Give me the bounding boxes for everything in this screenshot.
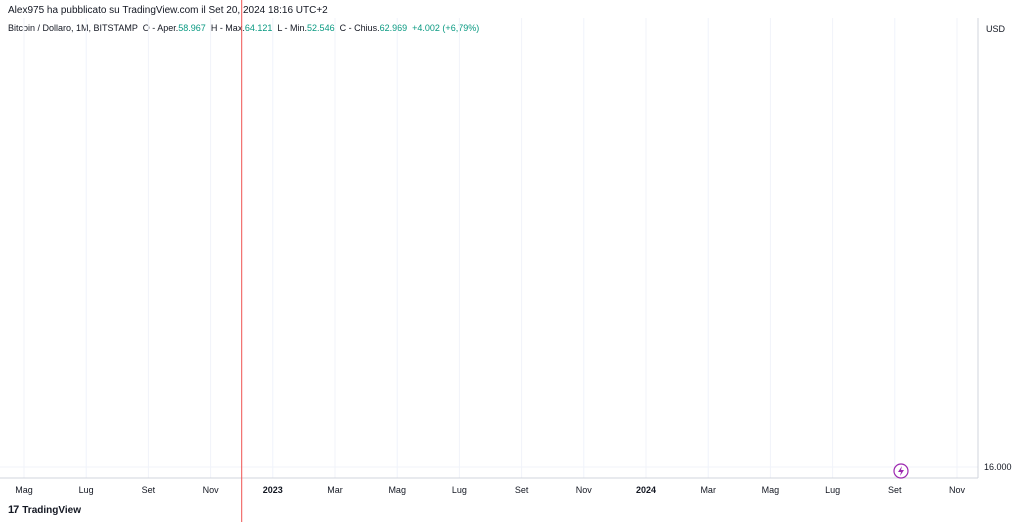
ohlc-legend: Bitcoin / Dollaro, 1M, BITSTAMP O - Aper… — [8, 23, 479, 33]
tradingview-brand: TradingView — [22, 504, 81, 516]
low-label: L - Min. — [277, 23, 308, 33]
currency-label: USD — [986, 24, 1006, 34]
x-tick-label: Set — [888, 485, 902, 495]
open-value: 58.967 — [178, 23, 206, 33]
x-tick-label: Mar — [327, 485, 343, 495]
lightning-icon — [898, 466, 904, 476]
x-tick-label: 2024 — [636, 485, 656, 495]
tradingview-footer: 17 TradingView — [8, 504, 81, 516]
high-value: 64.121 — [244, 23, 273, 33]
x-tick-label: Mag — [388, 485, 406, 495]
publish-header: Alex975 ha pubblicato su TradingView.com… — [8, 5, 328, 16]
tradingview-logo-icon: 17 — [8, 504, 19, 516]
x-tick-label: Set — [142, 485, 156, 495]
symbol-label: Bitcoin / Dollaro, 1M, BITSTAMP — [8, 23, 138, 33]
low-value: 52.546 — [307, 23, 335, 33]
x-tick-label: Lug — [79, 485, 94, 495]
x-tick-label: Nov — [949, 485, 966, 495]
y-tick-label: 16.000 — [984, 462, 1012, 472]
open-label: O - Aper. — [142, 23, 179, 33]
x-tick-label: Mar — [700, 485, 716, 495]
close-value: 62.969 — [379, 23, 408, 33]
x-tick-label: Nov — [203, 485, 220, 495]
x-tick-label: Set — [515, 485, 529, 495]
high-label: H - Max. — [210, 23, 245, 33]
x-tick-label: Lug — [825, 485, 840, 495]
x-tick-label: Lug — [452, 485, 467, 495]
close-label: C - Chius. — [339, 23, 380, 33]
x-tick-label: Mag — [762, 485, 780, 495]
x-tick-label: Nov — [576, 485, 593, 495]
change-value: +4.002 (+6,79%) — [412, 23, 480, 33]
x-tick-label: 2023 — [263, 485, 283, 495]
x-tick-label: Mag — [15, 485, 33, 495]
